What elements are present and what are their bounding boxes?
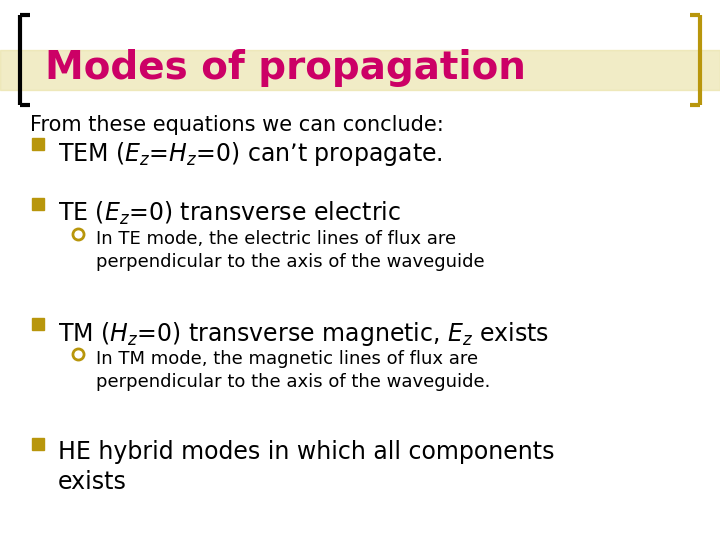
Text: Modes of propagation: Modes of propagation xyxy=(45,49,526,87)
Text: TE ($E_z$=0) transverse electric: TE ($E_z$=0) transverse electric xyxy=(58,200,401,227)
Text: TEM ($E_z$=$H_z$=0) can’t propagate.: TEM ($E_z$=$H_z$=0) can’t propagate. xyxy=(58,140,443,168)
Text: In TM mode, the magnetic lines of flux are
perpendicular to the axis of the wave: In TM mode, the magnetic lines of flux a… xyxy=(96,350,490,391)
Text: HE hybrid modes in which all components
exists: HE hybrid modes in which all components … xyxy=(58,440,554,494)
Text: TM ($H_z$=0) transverse magnetic, $E_z$ exists: TM ($H_z$=0) transverse magnetic, $E_z$ … xyxy=(58,320,549,348)
Text: In TE mode, the electric lines of flux are
perpendicular to the axis of the wave: In TE mode, the electric lines of flux a… xyxy=(96,230,485,271)
Text: From these equations we can conclude:: From these equations we can conclude: xyxy=(30,115,444,135)
